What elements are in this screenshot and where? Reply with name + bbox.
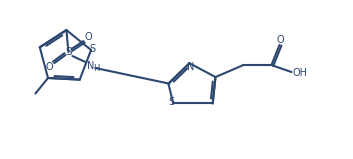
Text: N: N [87, 61, 94, 71]
Text: OH: OH [293, 68, 308, 78]
Text: O: O [85, 32, 92, 42]
Text: N: N [187, 62, 194, 72]
Text: H: H [93, 64, 99, 73]
Text: O: O [46, 62, 53, 72]
Text: S: S [89, 44, 95, 54]
Text: O: O [277, 35, 284, 45]
Text: S: S [168, 97, 174, 107]
Text: S: S [65, 47, 72, 57]
